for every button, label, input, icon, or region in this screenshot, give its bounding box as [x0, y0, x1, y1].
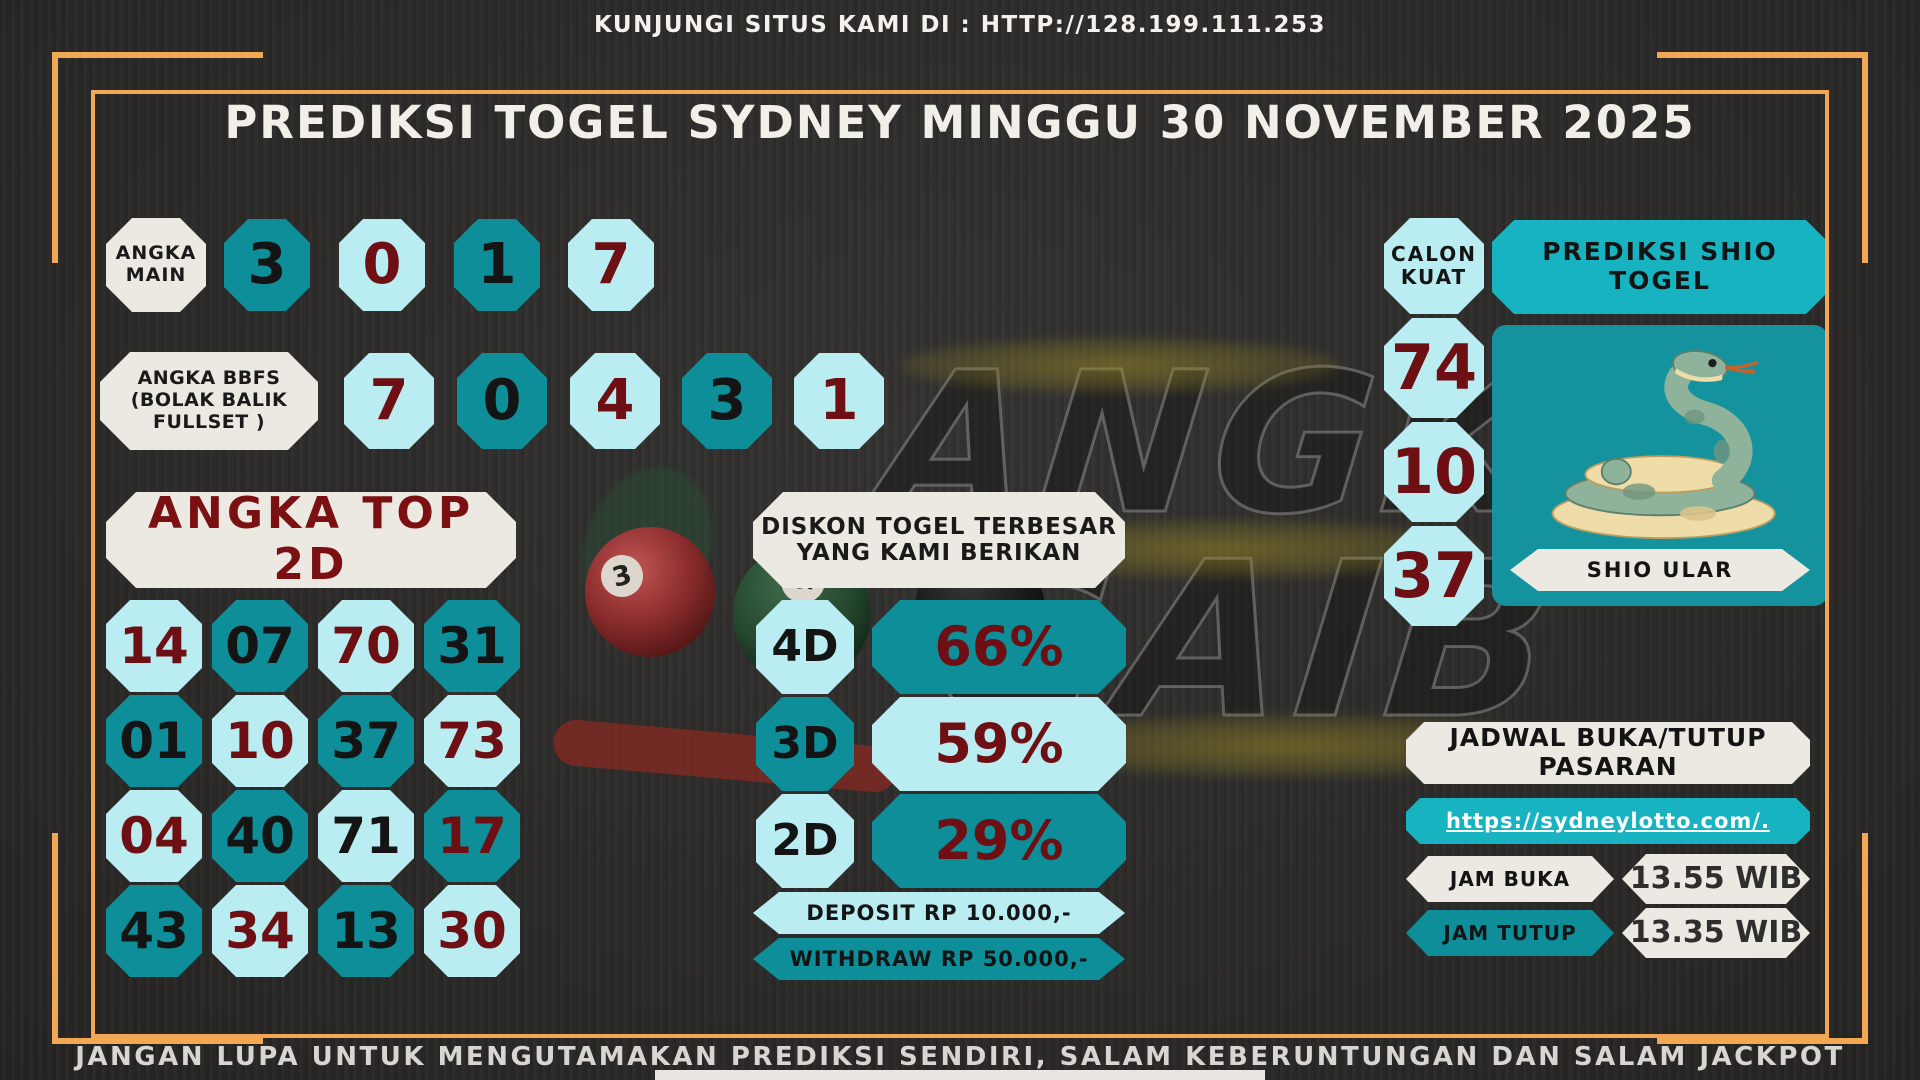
snake-illustration	[1551, 350, 1776, 539]
top2d-cell: 13	[318, 885, 414, 977]
shio-name-bar: SHIO ULAR	[1510, 549, 1810, 591]
top2d-cell: 43	[106, 885, 202, 977]
top2d-cell: 10	[212, 695, 308, 787]
angka-bbfs-digit: 0	[457, 353, 547, 449]
angka-top-2d-grid: 14 07 70 31 01 10 37 73 04 40 71 17 43 3…	[106, 600, 520, 977]
top2d-cell: 70	[318, 600, 414, 692]
calon-kuat-number: 74	[1384, 318, 1484, 418]
site-url-banner[interactable]: KUNJUNGI SITUS KAMI DI : HTTP://128.199.…	[593, 12, 1327, 38]
bottom-strip	[655, 1070, 1265, 1080]
market-url-link[interactable]: https://sydneylotto.com/.	[1446, 808, 1770, 833]
diskon-3d-value: 59%	[872, 697, 1126, 791]
top2d-cell: 73	[424, 695, 520, 787]
angka-main-digit: 0	[339, 219, 425, 311]
angka-bbfs-label: ANGKA BBFS (BOLAK BALIK FULLSET )	[100, 352, 318, 450]
top2d-cell: 40	[212, 790, 308, 882]
calon-kuat-label: CALON KUAT	[1384, 218, 1484, 314]
top2d-cell: 31	[424, 600, 520, 692]
jam-tutup-time: 13.35 WIB	[1622, 908, 1810, 958]
market-url-bar[interactable]: https://sydneylotto.com/.	[1406, 798, 1810, 844]
angka-bbfs-digit: 4	[570, 353, 660, 449]
jam-buka-time: 13.55 WIB	[1622, 854, 1810, 904]
page-title: PREDIKSI TOGEL SYDNEY MINGGU 30 NOVEMBER…	[224, 96, 1696, 149]
withdraw-bar: WITHDRAW RP 50.000,-	[753, 938, 1125, 980]
diskon-3d-label: 3D	[756, 697, 854, 791]
top2d-cell: 71	[318, 790, 414, 882]
top2d-cell: 34	[212, 885, 308, 977]
top2d-cell: 37	[318, 695, 414, 787]
diskon-4d-value: 66%	[872, 600, 1126, 694]
shio-panel: SHIO ULAR	[1492, 325, 1828, 606]
shio-header: PREDIKSI SHIO TOGEL	[1492, 220, 1828, 314]
calon-kuat-number: 37	[1384, 526, 1484, 626]
angka-top-2d-title: ANGKA TOP 2D	[106, 492, 516, 588]
top2d-cell: 04	[106, 790, 202, 882]
diskon-2d-value: 29%	[872, 794, 1126, 888]
top2d-cell: 17	[424, 790, 520, 882]
top2d-cell: 14	[106, 600, 202, 692]
angka-bbfs-digit: 3	[682, 353, 772, 449]
jam-tutup-label: JAM TUTUP	[1406, 910, 1614, 956]
angka-main-label: ANGKA MAIN	[106, 218, 206, 312]
footer-disclaimer: JANGAN LUPA UNTUK MENGUTAMAKAN PREDIKSI …	[75, 1042, 1845, 1072]
jam-buka-label: JAM BUKA	[1406, 856, 1614, 902]
deposit-bar: DEPOSIT RP 10.000,-	[753, 892, 1125, 934]
billiard-ball-red-number: 3	[596, 550, 648, 602]
angka-main-digit: 7	[568, 219, 654, 311]
angka-bbfs-digit: 7	[344, 353, 434, 449]
top2d-cell: 07	[212, 600, 308, 692]
calon-kuat-number: 10	[1384, 422, 1484, 522]
watermark-olive-accent	[900, 338, 1340, 393]
angka-main-digit: 3	[224, 219, 310, 311]
diskon-header: DISKON TOGEL TERBESAR YANG KAMI BERIKAN	[753, 492, 1125, 588]
jadwal-title: JADWAL BUKA/TUTUP PASARAN	[1406, 722, 1810, 784]
diskon-2d-label: 2D	[756, 794, 854, 888]
angka-main-digit: 1	[454, 219, 540, 311]
diskon-4d-label: 4D	[756, 600, 854, 694]
angka-bbfs-digit: 1	[794, 353, 884, 449]
billiard-ball-red: 3	[585, 527, 715, 657]
top2d-cell: 30	[424, 885, 520, 977]
top2d-cell: 01	[106, 695, 202, 787]
